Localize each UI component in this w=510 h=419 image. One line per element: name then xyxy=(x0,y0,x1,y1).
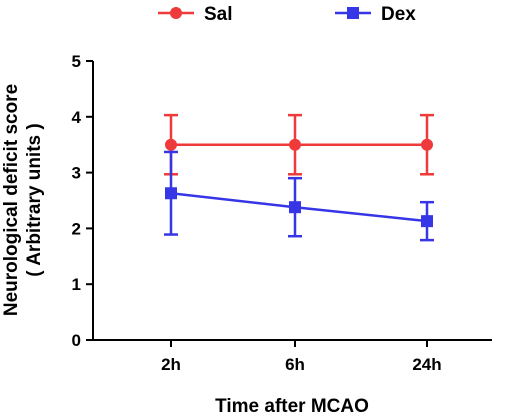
y-tick-label: 0 xyxy=(72,331,81,350)
y-tick-label: 3 xyxy=(72,164,81,183)
legend-label: Sal xyxy=(204,4,233,25)
y-tick-label: 4 xyxy=(72,108,82,127)
y-tick-label: 1 xyxy=(72,275,81,294)
legend-item-sal: Sal xyxy=(158,4,233,25)
x-tick-label: 6h xyxy=(285,355,305,374)
y-axis-title-line1: Neurological deficit score xyxy=(1,84,22,316)
axes xyxy=(92,61,492,341)
legend-marker xyxy=(170,7,182,19)
legend-item-dex: Dex xyxy=(335,4,416,25)
data-point xyxy=(421,138,433,151)
data-point xyxy=(289,138,301,151)
y-axis-title-line2: ( Arbitrary units ) xyxy=(24,123,45,276)
legend: Sal Dex xyxy=(158,4,416,25)
x-ticks: 2h 6h 24h xyxy=(161,340,442,374)
x-tick-label: 2h xyxy=(161,355,181,374)
x-axis-title: Time after MCAO xyxy=(215,396,369,417)
y-tick-label: 2 xyxy=(72,219,81,238)
x-tick-label: 24h xyxy=(412,355,441,374)
series-dex xyxy=(164,150,434,242)
data-point xyxy=(421,215,433,228)
data-point xyxy=(289,201,301,214)
series-layer xyxy=(164,113,434,242)
data-point xyxy=(165,138,177,151)
series-sal xyxy=(164,113,434,176)
legend-label: Dex xyxy=(381,4,416,25)
legend-marker xyxy=(347,7,359,19)
data-point xyxy=(165,187,177,200)
y-tick-label: 5 xyxy=(72,52,81,71)
y-ticks: 0 1 2 3 4 5 xyxy=(72,52,93,350)
